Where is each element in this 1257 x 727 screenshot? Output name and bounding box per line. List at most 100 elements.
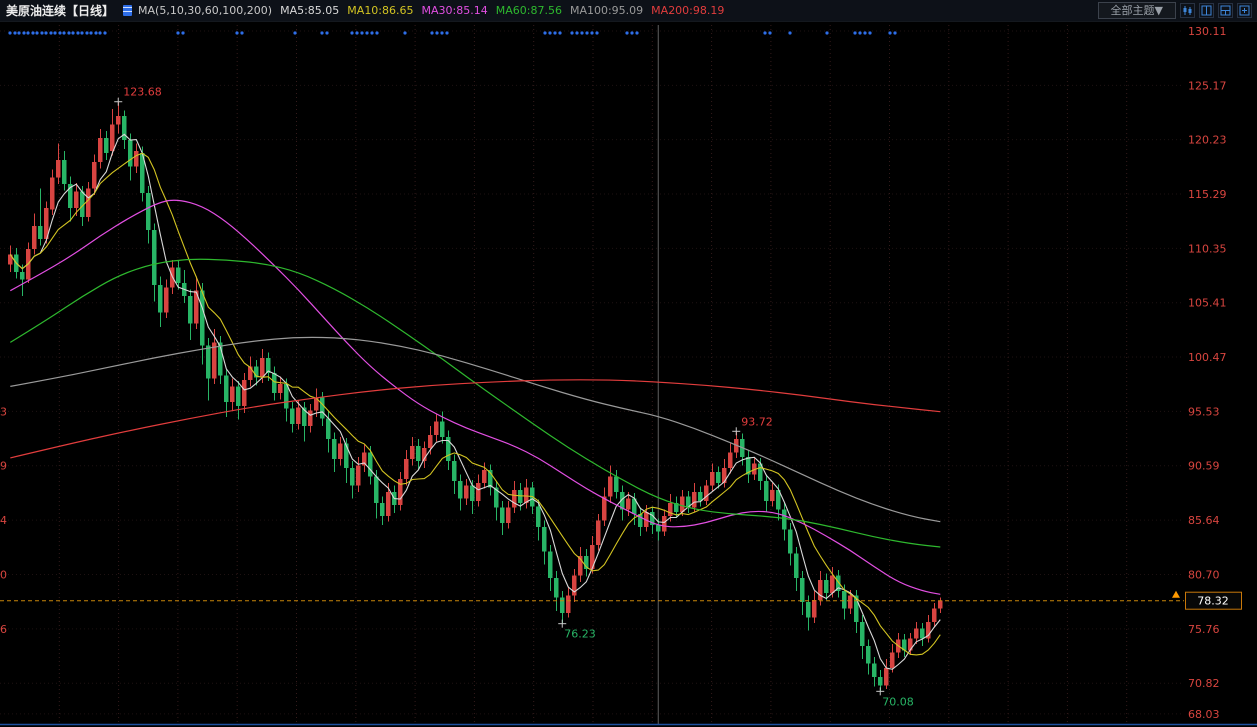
news-dot — [89, 31, 93, 35]
news-dot — [40, 31, 44, 35]
news-dot — [240, 31, 244, 35]
kline-style-icon — [1183, 6, 1192, 15]
left-clipped-axis-digit: 6 — [0, 623, 7, 636]
y-axis-label: 110.35 — [1188, 242, 1227, 255]
news-dot — [360, 31, 364, 35]
news-dot — [350, 31, 354, 35]
price-annotation: 70.08 — [882, 695, 914, 708]
news-dot — [403, 31, 407, 35]
y-axis-label: 120.23 — [1188, 134, 1227, 147]
news-dot — [98, 31, 102, 35]
news-dot — [548, 31, 552, 35]
news-flag-icon[interactable] — [123, 5, 133, 16]
kline-chart[interactable]: 123.68 93.72 76.23 70.08 78.32 130.11 125.17 12… — [0, 21, 1257, 727]
news-dot — [558, 31, 562, 35]
news-dot — [71, 31, 75, 35]
news-dot — [22, 31, 26, 35]
news-dot — [375, 31, 379, 35]
add-pane-icon — [1239, 5, 1250, 16]
y-axis-label: 100.47 — [1188, 351, 1227, 364]
last-price-value: 78.32 — [1197, 595, 1229, 608]
ma60-legend: MA60:87.56 — [495, 4, 562, 17]
news-dot — [825, 31, 829, 35]
left-clipped-axis-digit: 9 — [0, 460, 7, 473]
news-dot — [863, 31, 867, 35]
news-dot — [80, 31, 84, 35]
news-dot — [868, 31, 872, 35]
news-dot — [553, 31, 557, 35]
news-dot — [67, 31, 71, 35]
price-up-arrow-icon — [1172, 590, 1180, 598]
ma-formula-label: MA(5,10,30,60,100,200) — [138, 4, 273, 17]
news-dot — [575, 31, 579, 35]
news-dot — [85, 31, 89, 35]
y-axis-label: 130.11 — [1188, 25, 1227, 38]
news-dot — [585, 31, 589, 35]
y-axis-label: 85.64 — [1188, 514, 1220, 527]
ma5-legend: MA5:85.05 — [280, 4, 340, 17]
left-clipped-axis-digit: 3 — [0, 405, 7, 418]
news-dot — [58, 31, 62, 35]
y-axis-label: 95.53 — [1188, 405, 1220, 418]
two-pane-layout-button[interactable] — [1199, 3, 1214, 18]
news-dot — [888, 31, 892, 35]
ma30-legend: MA30:85.14 — [421, 4, 488, 17]
y-axis-label: 80.70 — [1188, 569, 1220, 582]
left-clipped-axis-digit: 4 — [0, 514, 7, 527]
news-dots-layer — [8, 31, 897, 35]
news-dot — [853, 31, 857, 35]
news-dot — [858, 31, 862, 35]
y-axis-label: 115.29 — [1188, 188, 1227, 201]
news-dot — [26, 31, 30, 35]
kline-style-button[interactable] — [1180, 3, 1195, 18]
news-dot — [293, 31, 297, 35]
y-axis-label: 105.41 — [1188, 297, 1227, 310]
news-dot — [635, 31, 639, 35]
y-axis-label: 75.76 — [1188, 623, 1220, 636]
news-dot — [435, 31, 439, 35]
grid-layer — [0, 25, 1184, 723]
y-axis-label: 125.17 — [1188, 79, 1227, 92]
news-dot — [625, 31, 629, 35]
price-annotation: 123.68 — [123, 86, 162, 99]
news-dot — [445, 31, 449, 35]
y-axis-label: 68.03 — [1188, 708, 1220, 721]
add-pane-button[interactable] — [1237, 3, 1252, 18]
news-dot — [630, 31, 634, 35]
y-axis-label: 70.82 — [1188, 677, 1220, 690]
news-dot — [13, 31, 17, 35]
theme-dropdown[interactable]: 全部主题▼ — [1097, 2, 1176, 19]
news-dot — [325, 31, 329, 35]
candles-layer — [8, 101, 943, 692]
news-dot — [76, 31, 80, 35]
news-dot — [35, 31, 39, 35]
ma-lines-layer — [9, 133, 941, 670]
two-pane-layout-icon — [1201, 5, 1212, 16]
news-dot — [590, 31, 594, 35]
news-dot — [365, 31, 369, 35]
news-dot — [595, 31, 599, 35]
left-clipped-axis-digit: 0 — [0, 569, 7, 582]
news-dot — [176, 31, 180, 35]
news-dot — [103, 31, 107, 35]
three-pane-layout-button[interactable] — [1218, 3, 1233, 18]
y-axis-label: 90.59 — [1188, 460, 1220, 473]
news-dot — [440, 31, 444, 35]
news-dot — [768, 31, 772, 35]
news-dot — [763, 31, 767, 35]
top-toolbar: 美原油连续【日线】 MA(5,10,30,60,100,200) MA5:85.… — [0, 0, 1257, 22]
news-dot — [17, 31, 21, 35]
news-dot — [44, 31, 48, 35]
annotations-layer: 123.68 93.72 76.23 70.08 — [114, 86, 914, 708]
three-pane-layout-icon — [1220, 5, 1231, 16]
ma10-legend: MA10:86.65 — [347, 4, 414, 17]
news-dot — [94, 31, 98, 35]
news-dot — [570, 31, 574, 35]
news-dot — [355, 31, 359, 35]
last-price-tag — [1185, 591, 1242, 610]
news-dot — [543, 31, 547, 35]
price-annotation: 93.72 — [741, 415, 773, 428]
ma200-legend: MA200:98.19 — [651, 4, 725, 17]
news-dot — [370, 31, 374, 35]
